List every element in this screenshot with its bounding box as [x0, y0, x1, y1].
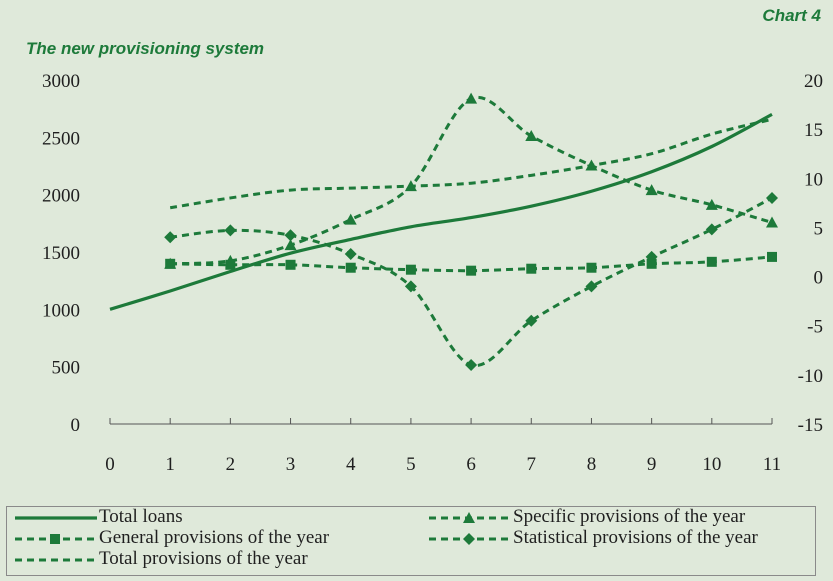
series-specific-provisions-point	[645, 184, 658, 196]
x-tick-label: 6	[466, 454, 476, 475]
chart-number: Chart 4	[762, 6, 821, 25]
series-specific-provisions-point	[284, 239, 297, 251]
legend-item-specific-provisions: Specific provisions of the year	[425, 507, 745, 527]
legend-swatch-graphic	[15, 534, 97, 544]
series-statistical-provisions-point	[766, 191, 778, 204]
x-tick-label: 2	[226, 454, 236, 475]
x-tick-label: 8	[587, 454, 597, 475]
series-statistical-provisions-point	[465, 359, 478, 372]
legend-item-total-loans: Total loans	[11, 507, 183, 527]
y-left-tick-label: 0	[71, 415, 81, 436]
y-right-tick-label: 15	[804, 120, 823, 141]
y-left-tick-label: 500	[52, 358, 81, 379]
legend-swatch-diamond-icon	[425, 531, 513, 545]
legend-swatch-solid-icon	[11, 510, 99, 524]
series-general-provisions-point	[345, 262, 356, 273]
series-total-loans-line	[109, 112, 773, 311]
series-statistical-provisions-point	[344, 247, 357, 260]
y-right-tick-label: -10	[798, 366, 823, 387]
legend-item-statistical-provisions: Statistical provisions of the year	[425, 528, 758, 548]
series-general-provisions-point	[466, 265, 477, 276]
x-tick-label: 3	[286, 454, 296, 475]
series-general-provisions-point	[586, 262, 597, 273]
legend-item-total-provisions: Total provisions of the year	[11, 549, 308, 569]
x-tick-label: 10	[702, 454, 721, 475]
x-tick-label: 9	[647, 454, 657, 475]
series-general-provisions-point	[767, 251, 777, 262]
series-general-provisions-point	[526, 263, 537, 274]
legend-swatch-square-icon	[11, 531, 99, 545]
legend-label: Statistical provisions of the year	[513, 527, 758, 548]
y-right-tick-label: 5	[814, 218, 824, 239]
series-statistical-provisions-point	[645, 250, 658, 263]
legend-item-general-provisions: General provisions of the year	[11, 528, 329, 548]
series-specific-provisions-point	[525, 130, 538, 142]
series-general-provisions-point	[405, 264, 416, 275]
y-left-tick-label: 2500	[42, 128, 80, 149]
legend-label: Specific provisions of the year	[513, 506, 746, 527]
y-left-tick-label: 3000	[42, 71, 80, 92]
series-specific-provisions-point	[766, 216, 778, 228]
series-statistical-provisions-line	[170, 196, 773, 368]
series-general-provisions-point	[225, 259, 236, 270]
series-statistical-provisions-point	[224, 224, 237, 237]
y-right-tick-label: 0	[814, 268, 824, 289]
legend-label: Total loans	[99, 506, 183, 527]
series-statistical-provisions-point	[404, 280, 417, 293]
legend-swatch-marker	[463, 533, 475, 545]
x-tick-label: 11	[763, 454, 781, 475]
x-tick-label: 4	[346, 454, 356, 475]
x-tick-label: 7	[527, 454, 537, 475]
y-right-tick-label: 20	[804, 71, 823, 92]
series-statistical-provisions-point	[164, 231, 177, 244]
legend-swatch-graphic	[429, 533, 511, 545]
x-tick-label: 5	[406, 454, 416, 475]
legend-swatch-triangle-icon	[425, 510, 513, 524]
x-tick-label: 0	[105, 454, 115, 475]
series-specific-provisions-point	[344, 213, 357, 225]
series-general-provisions-point	[646, 258, 657, 269]
chart-legend: Total loans Specific provisions of the y…	[6, 506, 816, 576]
y-right-tick-label: 10	[804, 169, 823, 190]
y-left-tick-label: 2000	[42, 186, 80, 207]
series-specific-provisions-point	[465, 92, 478, 104]
y-left-tick-label: 1000	[42, 300, 80, 321]
chart-title: The new provisioning system	[26, 39, 265, 58]
y-right-tick-label: -5	[807, 317, 823, 338]
legend-swatch-graphic	[15, 516, 97, 520]
line-chart: 0 1 2 3 4 5 6 7 8 9 10 11 0 500 1000 1500 2000 2500 3000 -1…	[42, 71, 824, 475]
series-general-provisions-point	[165, 258, 176, 269]
legend-label: General provisions of the year	[99, 527, 330, 548]
legend-swatch-dashed-icon	[11, 552, 99, 566]
series-total-provisions-line	[169, 117, 773, 210]
y-right-tick-label: -15	[798, 415, 823, 436]
legend-swatch-graphic	[15, 558, 97, 562]
series-general-provisions-point	[706, 256, 717, 267]
legend-swatch-graphic	[429, 512, 511, 523]
legend-swatch-marker	[50, 534, 60, 544]
legend-label: Total provisions of the year	[99, 548, 308, 569]
series-statistical-provisions-point	[525, 314, 538, 327]
series-specific-provisions-line	[170, 95, 773, 266]
series-statistical-provisions-point	[585, 280, 598, 293]
series-statistical-provisions-point	[705, 223, 718, 236]
series-general-provisions-point	[285, 259, 296, 270]
legend-swatch-marker	[463, 512, 475, 523]
series-specific-provisions-point	[705, 198, 718, 210]
series-statistical-provisions-point	[284, 229, 297, 242]
x-tick-label: 1	[165, 454, 175, 475]
y-left-tick-label: 1500	[42, 243, 80, 264]
